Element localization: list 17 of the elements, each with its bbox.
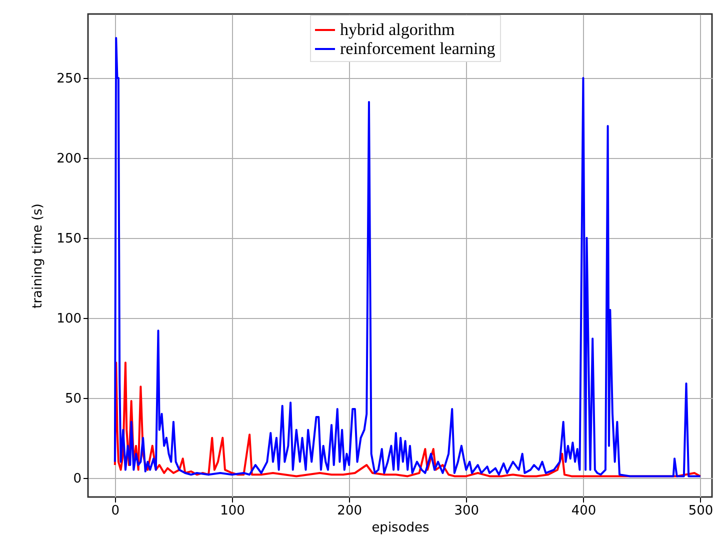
y-tick-label: 250 — [56, 71, 82, 86]
legend-label: hybrid algorithm — [340, 20, 455, 39]
x-tick-label: 300 — [454, 504, 480, 518]
y-tick-label: 0 — [73, 471, 82, 486]
x-tick-label: 500 — [688, 504, 714, 518]
y-tick-label: 100 — [56, 311, 82, 326]
y-tick-label: 50 — [64, 391, 82, 406]
line-series — [114, 362, 702, 478]
x-tick-label: 100 — [220, 504, 245, 518]
y-tick-label: 150 — [56, 231, 82, 246]
x-tick-label: 200 — [337, 504, 362, 518]
x-tick-label: 400 — [571, 504, 596, 518]
y-axis-title: training time (s) — [30, 204, 46, 308]
y-tick-label: 200 — [56, 151, 82, 166]
x-tick-label: 0 — [111, 504, 120, 518]
x-axis-title: episodes — [372, 520, 430, 536]
legend-label: reinforcement learning — [340, 39, 496, 58]
